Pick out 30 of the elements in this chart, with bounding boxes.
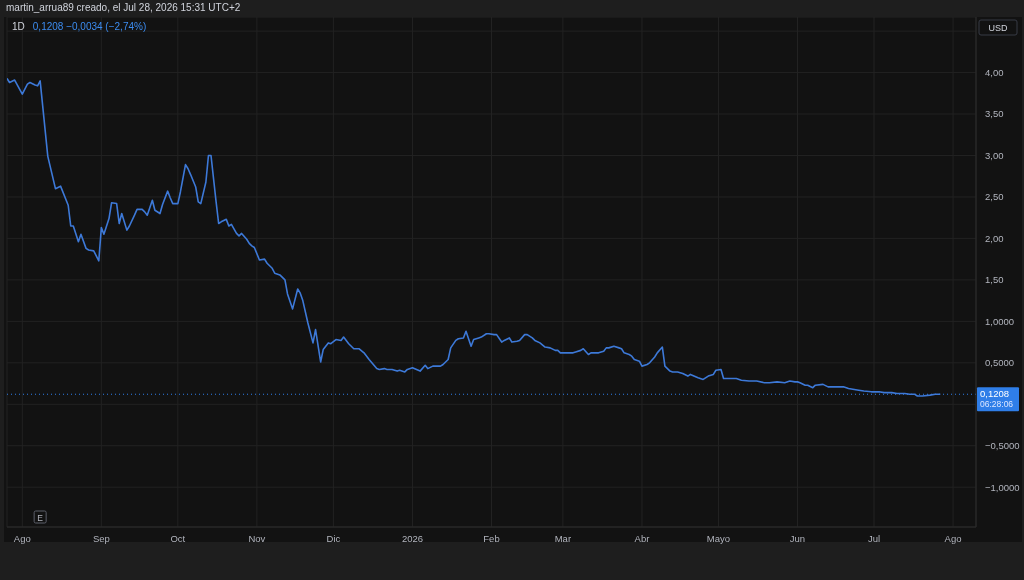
y-tick-label: 3,00: [985, 149, 1004, 161]
x-tick-label: Sep: [92, 532, 110, 544]
x-tick-label: Mar: [554, 532, 572, 544]
x-tick-label: Abr: [634, 532, 650, 544]
x-tick-label: Ago: [944, 532, 962, 544]
y-tick-label: 1,0000: [985, 315, 1015, 327]
x-tick-label: Ago: [13, 532, 31, 544]
x-tick-label: Mayo: [706, 532, 731, 544]
x-tick-label: Feb: [483, 532, 500, 544]
ref-line-label: 0,1208 06:28:06: [980, 388, 1014, 409]
x-tick-label: Dic: [326, 532, 341, 544]
line-series: [7, 77, 942, 397]
y-tick-label: −0,5000: [985, 440, 1020, 452]
y-axis-title: USD: [988, 22, 1008, 33]
text: martin_arrua89 creado, el Jul 28, 2026 15:31 UTC+2: [6, 2, 241, 14]
y-tick-label: 0,5000: [985, 357, 1015, 369]
y-tick-label: −1,0000: [985, 481, 1020, 493]
y-tick-label: 2,50: [985, 191, 1004, 203]
annotation: E: [37, 512, 44, 523]
chart-title: 1D: [12, 20, 25, 33]
x-tick-label: Nov: [248, 532, 266, 544]
x-tick-label: Oct: [170, 532, 186, 544]
x-tick-label: Jul: [867, 532, 881, 544]
y-tick-label: 1,50: [985, 274, 1004, 286]
chart-subtitle: 0,1208 −0,0034 (−2,74%): [32, 20, 147, 33]
y-tick-label: 3,50: [985, 108, 1004, 120]
y-tick-label: 4,00: [985, 66, 1004, 78]
x-tick-label: Jun: [789, 532, 806, 544]
y-tick-label: 2,00: [985, 232, 1004, 244]
x-tick-label: 2026: [401, 532, 424, 544]
